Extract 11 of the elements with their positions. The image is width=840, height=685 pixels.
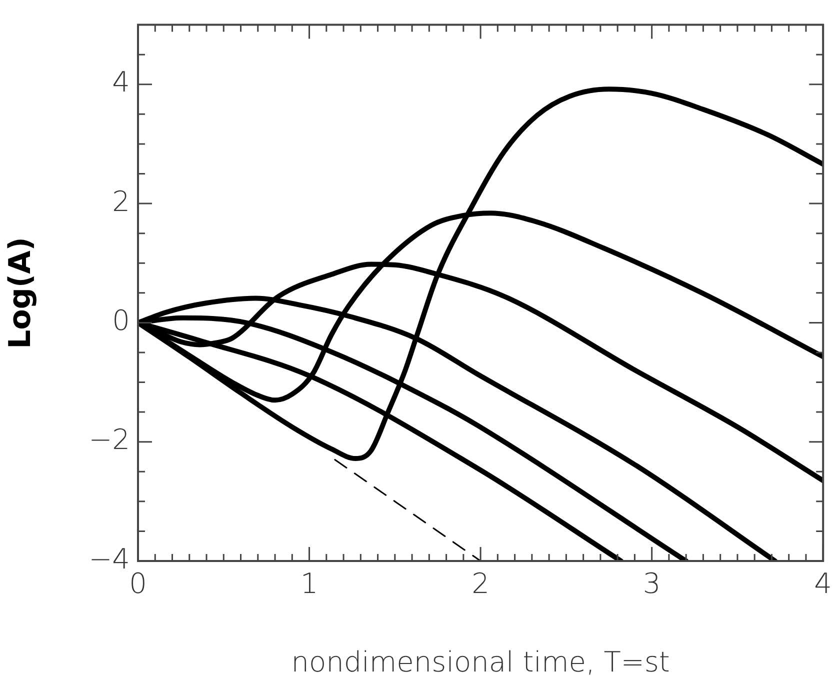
y-tick-label: 4 — [112, 66, 130, 99]
y-tick-label: 0 — [112, 304, 130, 337]
y-tick-label: 2 — [112, 184, 130, 218]
x-tick-label: 2 — [472, 567, 490, 600]
x-tick-label: 1 — [300, 567, 318, 600]
x-tick-label: 4 — [814, 567, 832, 600]
x-axis-title: nondimensional time, T=st — [291, 645, 670, 678]
x-tick-label: 3 — [642, 567, 661, 600]
y-tick-label: −2 — [88, 423, 130, 456]
y-tick-label: −4 — [88, 542, 130, 576]
y-axis-title: Log(A) — [2, 236, 38, 349]
